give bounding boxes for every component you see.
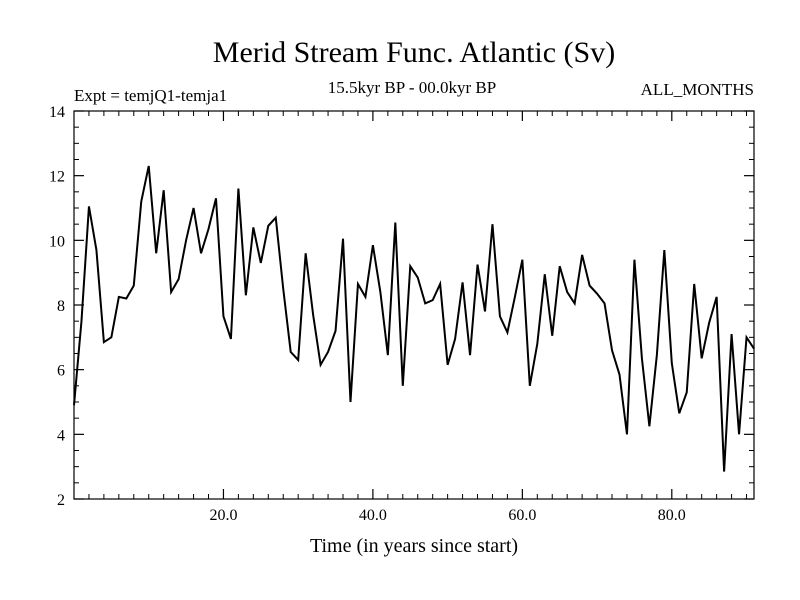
series-line: [73, 165, 755, 472]
y-tick-label: 2: [57, 492, 65, 509]
y-tick-label: 14: [49, 104, 65, 121]
x-axis-label: Time (in years since start): [310, 535, 518, 557]
x-tick-label: 80.0: [658, 507, 686, 524]
x-tick-label: 40.0: [359, 507, 387, 524]
chart-subtitle-left: Expt = temjQ1-temja1: [74, 86, 227, 105]
plot-frame: [73, 110, 755, 500]
chart-title: Merid Stream Func. Atlantic (Sv): [213, 36, 615, 69]
plot-area: 2 4 6 8 10 12 14 20.0 40.0 60.0 80.0: [49, 104, 755, 524]
chart-subtitle-right: ALL_MONTHS: [641, 80, 754, 99]
y-tick-label: 4: [57, 427, 65, 444]
y-tick-label: 6: [57, 363, 65, 380]
y-tick-label: 8: [57, 298, 65, 315]
x-tick-label: 20.0: [209, 507, 237, 524]
chart-subtitle-center: 15.5kyr BP - 00.0kyr BP: [328, 78, 496, 97]
x-tick-label: 60.0: [508, 507, 536, 524]
y-tick-label: 10: [49, 233, 65, 250]
y-tick-label: 12: [49, 169, 65, 186]
